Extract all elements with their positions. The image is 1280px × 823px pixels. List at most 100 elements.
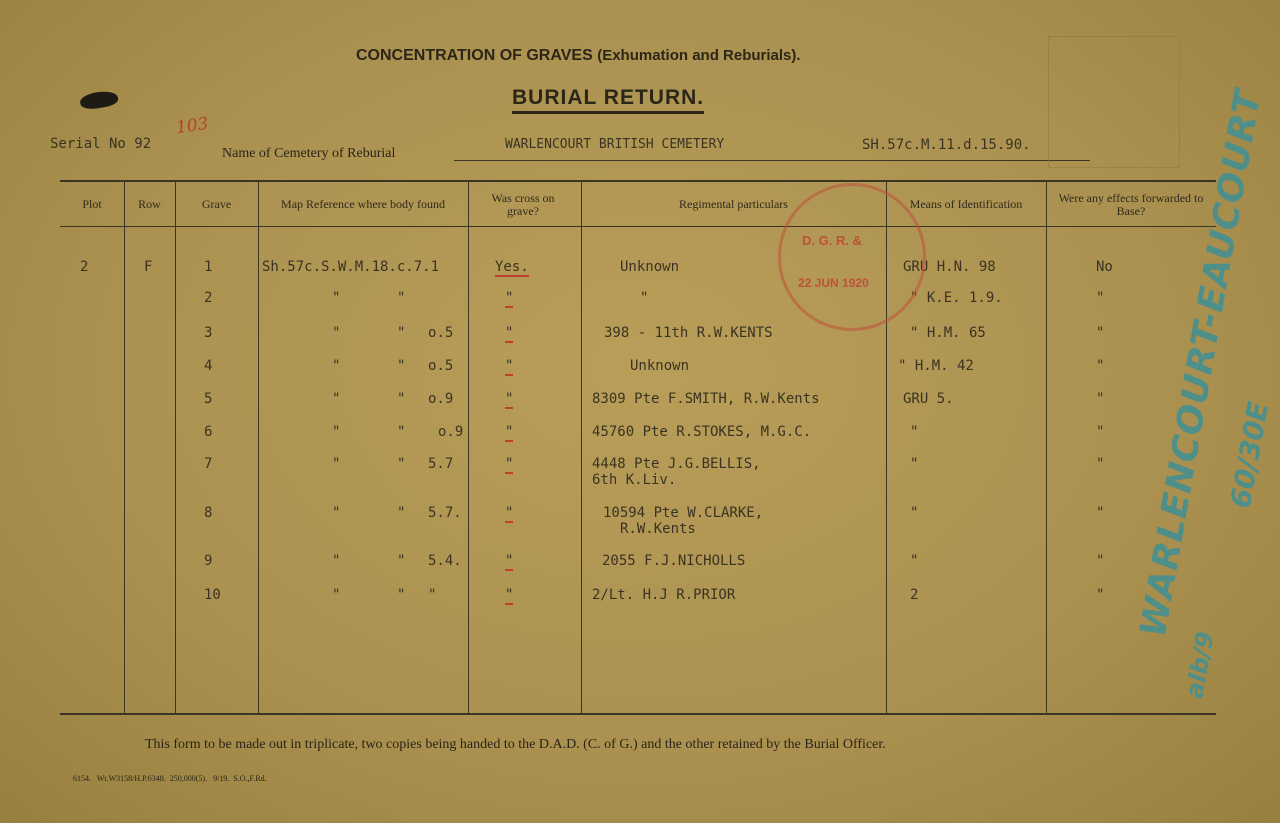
- map-ref-detail: ": [397, 553, 406, 569]
- faded-stamp-box: [1048, 36, 1180, 168]
- map-ref-coord: 5.7.: [428, 505, 462, 521]
- particulars-cell: ": [640, 290, 649, 306]
- cross-cell: ": [505, 587, 514, 605]
- map-ref-detail: ": [397, 325, 406, 341]
- map-ref-cell: Sh.57c.S.W.M.18.c.7.1: [262, 259, 440, 275]
- identification-cell: " K.E. 1.9.: [910, 290, 1003, 306]
- column-header-identification: Means of Identification: [909, 197, 1023, 211]
- map-ref-cell: ": [332, 424, 341, 440]
- effects-cell: ": [1096, 290, 1105, 306]
- cross-cell: ": [505, 553, 514, 571]
- particulars-cell: 45760 Pte R.STOKES, M.G.C.: [592, 424, 812, 440]
- effects-cell: No: [1096, 259, 1113, 275]
- cross-cell: ": [505, 358, 514, 376]
- cemetery-name: WARLENCOURT BRITISH CEMETERY: [505, 137, 725, 152]
- heading-sub: (Exhumation and Reburials).: [597, 47, 801, 64]
- header-rule: [60, 226, 1216, 227]
- column-header-plot: Plot: [82, 197, 102, 211]
- table-bottom-rule: [60, 713, 1216, 715]
- map-ref-cell: ": [332, 358, 341, 374]
- particulars-cell: 4448 Pte J.G.BELLIS,: [592, 456, 761, 472]
- identification-cell: " H.M. 42: [898, 358, 974, 374]
- grave-cell: 4: [204, 358, 213, 374]
- effects-cell: ": [1096, 505, 1105, 521]
- serial-annotation: 103: [174, 113, 210, 139]
- particulars-cell: 2055 F.J.NICHOLLS: [602, 553, 746, 569]
- serial-label: Serial No: [50, 136, 126, 152]
- map-ref-cell: ": [332, 456, 341, 472]
- map-ref-cell: ": [332, 587, 341, 603]
- particulars-line2: R.W.Kents: [620, 521, 696, 537]
- grave-cell: 10: [204, 587, 221, 603]
- map-ref-detail: ": [397, 290, 406, 306]
- effects-cell: ": [1096, 553, 1105, 569]
- effects-cell: ": [1096, 424, 1105, 440]
- effects-cell: ": [1096, 391, 1105, 407]
- grave-cell: 9: [204, 553, 213, 569]
- grave-cell: 6: [204, 424, 213, 440]
- map-ref-coord: o.9: [438, 424, 464, 440]
- map-ref-detail: ": [397, 424, 406, 440]
- cemetery-underline: [454, 160, 1090, 161]
- map-ref-detail: ": [397, 456, 406, 472]
- map-ref-detail: ": [397, 358, 406, 374]
- col-divider: [468, 181, 469, 714]
- grave-cell: 2: [204, 290, 213, 306]
- map-ref-coord: o.5: [428, 358, 454, 374]
- grave-cell: 1: [204, 259, 213, 275]
- stamp-line1: D. G. R. &: [802, 233, 862, 248]
- cross-cell: ": [505, 456, 514, 474]
- effects-cell: ": [1096, 456, 1105, 472]
- map-ref-cell: ": [332, 391, 341, 407]
- map-ref-detail: ": [397, 587, 406, 603]
- col-divider: [581, 181, 582, 714]
- column-header-map-reference: Map Reference where body found: [281, 197, 445, 211]
- col-divider: [886, 181, 887, 714]
- particulars-cell: 2/Lt. H.J R.PRIOR: [592, 587, 736, 603]
- identification-cell: ": [910, 505, 919, 521]
- heading-text: CONCENTRATION OF GRAVES: [356, 47, 593, 64]
- table-top-rule: [60, 180, 1216, 182]
- handwritten-cemetery-note: WARLENCOURT-EAUCOURT: [1132, 86, 1270, 641]
- cross-cell: ": [505, 391, 514, 409]
- column-header-cross: Was cross on grave?: [491, 191, 555, 218]
- map-ref-detail: ": [397, 505, 406, 521]
- identification-cell: " H.M. 65: [910, 325, 986, 341]
- cross-cell: ": [505, 325, 514, 343]
- particulars-cell: 398 - 11th R.W.KENTS: [604, 325, 773, 341]
- identification-cell: 2: [910, 587, 919, 603]
- handwritten-note: alb/9: [1180, 629, 1220, 701]
- map-ref-cell: ": [332, 505, 341, 521]
- map-ref-coord: 5.7: [428, 456, 454, 472]
- cross-cell: Yes.: [495, 259, 529, 277]
- particulars-cell: Unknown: [620, 259, 680, 275]
- identification-cell: ": [910, 456, 919, 472]
- identification-cell: GRU H.N. 98: [903, 259, 996, 275]
- map-ref-cell: ": [332, 325, 341, 341]
- identification-cell: GRU 5.: [903, 391, 954, 407]
- form-title: BURIAL RETURN.: [512, 86, 705, 114]
- particulars-cell: Unknown: [630, 358, 690, 374]
- effects-cell: ": [1096, 587, 1105, 603]
- col-divider: [1046, 181, 1047, 714]
- map-ref-coord: 5.4.: [428, 553, 462, 569]
- row-cell: F: [144, 259, 153, 275]
- cemetery-map-ref: SH.57c.M.11.d.15.90.: [862, 137, 1031, 153]
- grave-cell: 3: [204, 325, 213, 341]
- date-stamp: [778, 183, 926, 331]
- cross-cell: ": [505, 424, 514, 442]
- particulars-line2: 6th K.Liv.: [592, 472, 677, 488]
- grave-cell: 5: [204, 391, 213, 407]
- plot-cell: 2: [80, 259, 89, 275]
- col-divider: [175, 181, 176, 714]
- column-header-effects: Were any effects forwarded to Base?: [1058, 191, 1204, 218]
- printer-code: 6154. Wt.W3158/H.P.6348. 250,000(5). 9/1…: [73, 774, 267, 783]
- cross-cell: ": [505, 505, 514, 523]
- grave-cell: 8: [204, 505, 213, 521]
- effects-cell: ": [1096, 325, 1105, 341]
- grave-cell: 7: [204, 456, 213, 472]
- map-ref-cell: ": [332, 553, 341, 569]
- map-ref-cell: ": [332, 290, 341, 306]
- particulars-cell: 8309 Pte F.SMITH, R.W.Kents: [592, 391, 820, 407]
- footer-instruction: This form to be made out in triplicate, …: [145, 737, 886, 752]
